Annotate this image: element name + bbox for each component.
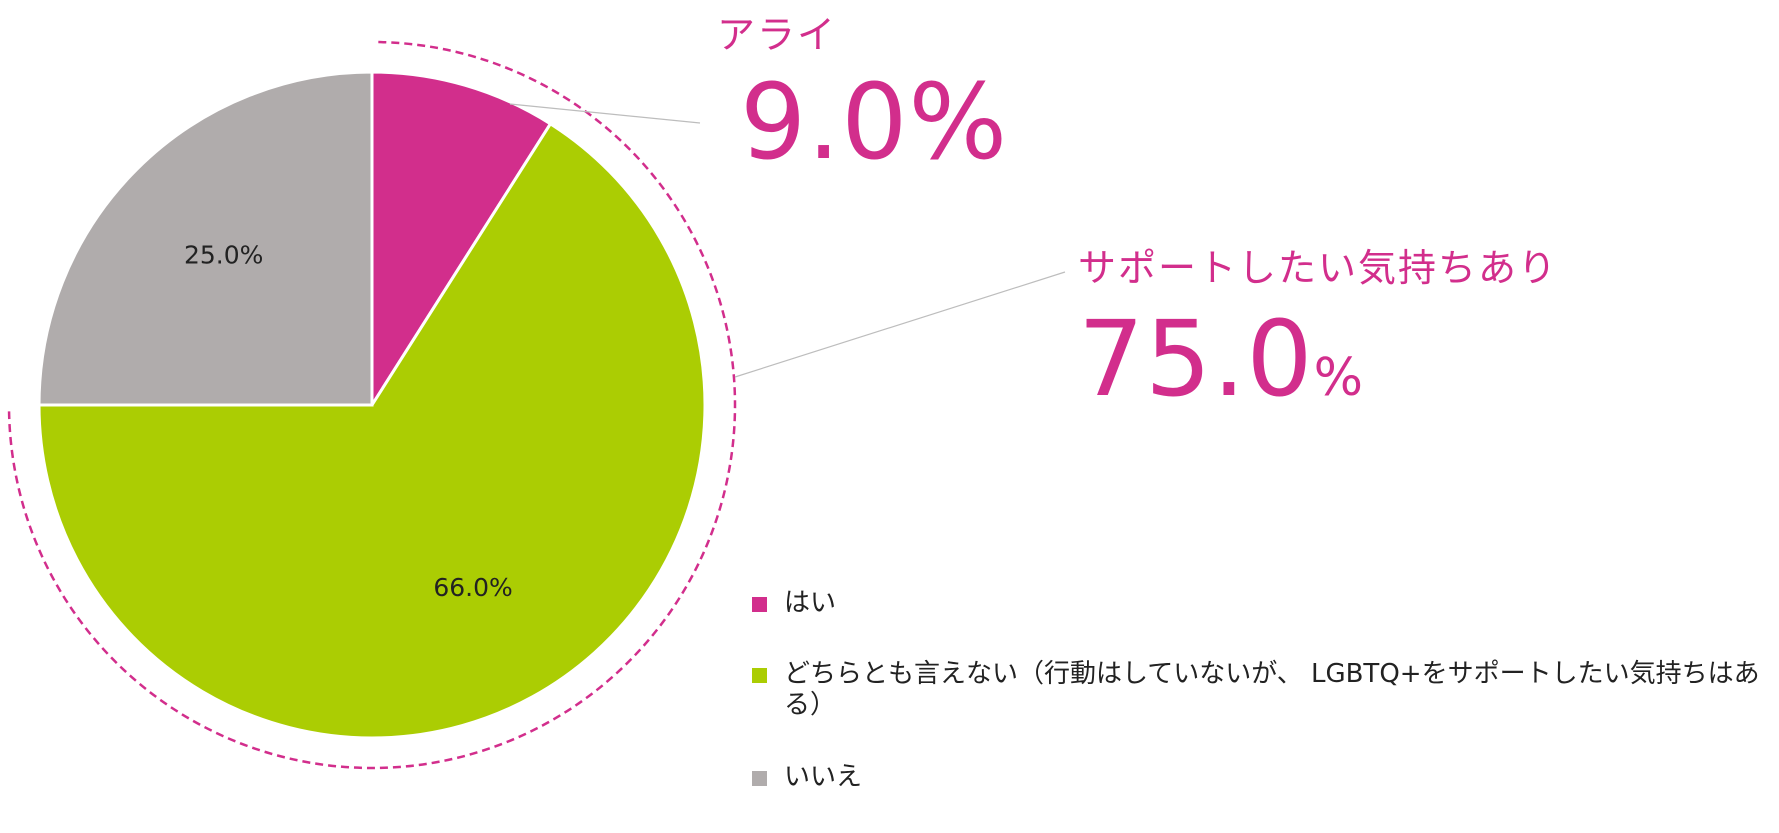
slice-data-label-1: 66.0%: [433, 573, 512, 602]
support-value-unit: %: [1313, 348, 1364, 408]
pie-slices: [37, 70, 707, 740]
legend-swatch: [752, 668, 767, 684]
legend-swatch: [752, 770, 767, 786]
slice-labels: 66.0% 25.0%: [184, 241, 513, 602]
ally-callout: アライ 9.0%: [717, 16, 1008, 174]
legend-swatch: [752, 597, 767, 612]
legend-item: いいえ: [752, 762, 1779, 793]
pie-chart: 66.0% 25.0%: [7, 40, 1066, 770]
legend: はい どちらとも言えない（行動はしていないが、 LGBTQ+をサポートしたい気持…: [752, 588, 1779, 833]
ally-leader-line: [509, 103, 701, 124]
slice-data-label-2: 25.0%: [184, 241, 263, 270]
legend-item: どちらとも言えない（行動はしていないが、 LGBTQ+をサポートしたい気持ちはあ…: [752, 659, 1779, 721]
support-bracket-arc: [7, 40, 737, 770]
legend-item: はい: [752, 588, 1779, 619]
support-value: 75.0%: [1078, 307, 1558, 411]
legend-label: はい: [784, 588, 837, 618]
pie-slice-1: [37, 121, 707, 740]
ally-label: アライ: [717, 13, 838, 57]
chart-stage: 66.0% 25.0% アライ 9.0% サポートしたい気持ちあり 75.0% は…: [7, 16, 1760, 792]
legend-label: どちらとも言えない（行動はしていないが、 LGBTQ+をサポートしたい気持ちはあ…: [784, 659, 1760, 721]
support-label: サポートしたい気持ちあり: [1078, 246, 1559, 290]
ally-value: 9.0%: [740, 61, 1009, 183]
legend-label: いいえ: [784, 761, 863, 792]
pie-slice-2: [37, 70, 374, 407]
pie-slice-0: [370, 70, 553, 411]
support-leader-line: [734, 271, 1066, 378]
support-value-number: 75.0: [1078, 298, 1314, 420]
support-callout: サポートしたい気持ちあり 75.0%: [1078, 249, 1558, 411]
